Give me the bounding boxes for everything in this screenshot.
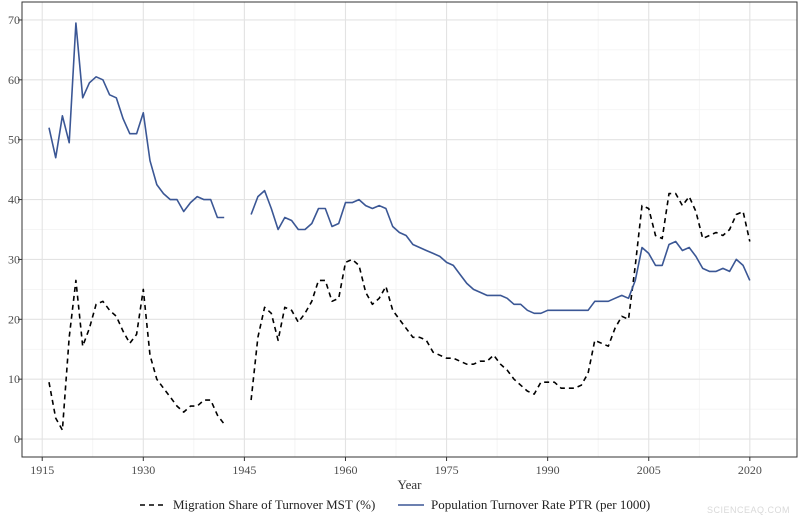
y-tick-label: 60: [8, 73, 20, 87]
x-tick-label: 1975: [435, 463, 459, 477]
plot-border: [21, 1, 798, 458]
x-tick-label: 1930: [131, 463, 155, 477]
x-tick-label: 1945: [232, 463, 256, 477]
x-tick-label: 1990: [536, 463, 560, 477]
y-tick-label: 50: [8, 133, 20, 147]
y-tick-label: 0: [14, 432, 20, 446]
axes: 1915 1930 1945 1960 1975 1990 2005 2020 0 10 20 30 4…: [8, 1, 798, 477]
series-line-ptr: [250, 189, 751, 315]
series-line-mst: [250, 192, 751, 401]
x-tick-label: 1915: [30, 463, 54, 477]
x-tick-label: 2005: [637, 463, 661, 477]
legend-label-mst: Migration Share of Turnover MST (%): [173, 497, 375, 512]
series-lines: [48, 22, 751, 431]
grid-lines: [22, 2, 797, 457]
x-tick-label: 2020: [738, 463, 762, 477]
x-axis-title: Year: [398, 477, 423, 492]
y-tick-label: 70: [8, 13, 20, 27]
legend: Migration Share of Turnover MST (%) Popul…: [140, 497, 650, 512]
y-tick-label: 40: [8, 193, 20, 207]
x-tick-label: 1960: [333, 463, 357, 477]
series-line-ptr: [48, 22, 225, 219]
y-tick-label: 20: [8, 312, 20, 326]
watermark: SCIENCEAQ.COM: [707, 505, 790, 515]
series-line-mst: [48, 279, 225, 431]
y-tick-label: 10: [8, 372, 20, 386]
y-tick-label: 30: [8, 252, 20, 266]
legend-label-ptr: Population Turnover Rate PTR (per 1000): [431, 497, 650, 512]
